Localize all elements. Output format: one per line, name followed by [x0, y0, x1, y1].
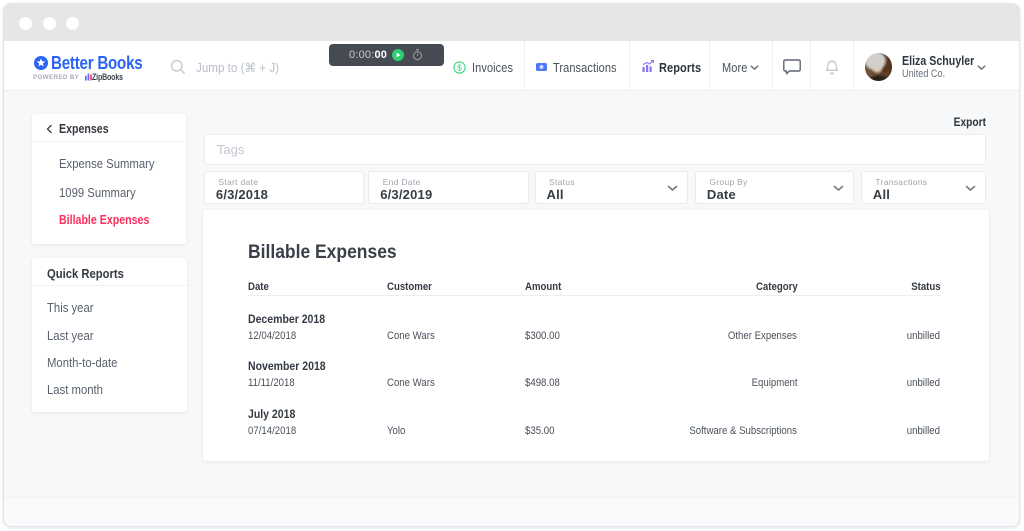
- svg-text:$: $: [457, 62, 462, 72]
